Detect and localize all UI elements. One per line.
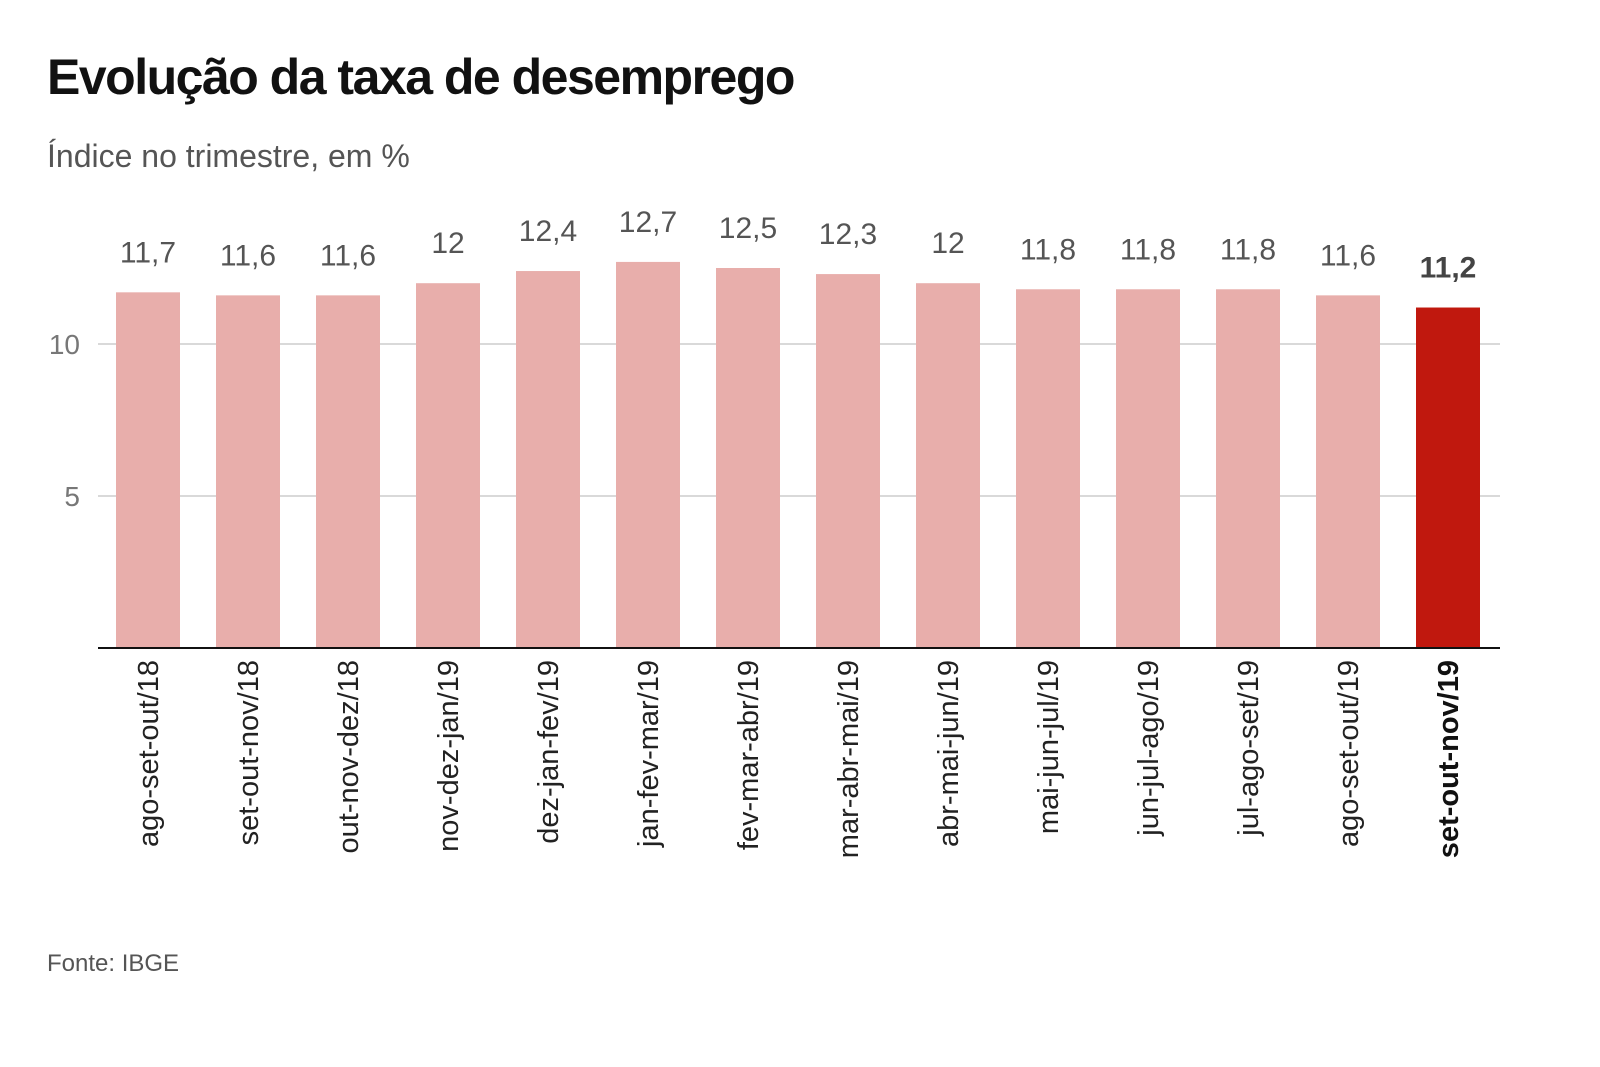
value-label: 11,6 bbox=[1320, 239, 1376, 272]
axes: 5 10 ago-set-out/18 set-out-nov/18 out-nov-d… bbox=[49, 329, 1500, 858]
bar-highlight bbox=[1416, 307, 1480, 648]
x-tick-label: jan-fev-mar/19 bbox=[633, 660, 665, 848]
y-tick-label: 5 bbox=[64, 481, 80, 512]
x-tick-label: jun-jul-ago/19 bbox=[1133, 660, 1165, 837]
value-label: 11,6 bbox=[320, 239, 376, 272]
value-label: 12,3 bbox=[819, 218, 877, 251]
chart-subtitle: Índice no trimestre, em % bbox=[47, 138, 410, 174]
x-tick-label: mai-jun-jul/19 bbox=[1033, 660, 1065, 834]
x-tick-label: nov-dez-jan/19 bbox=[433, 660, 465, 852]
bar bbox=[416, 283, 480, 648]
x-tick-label: ago-set-out/19 bbox=[1333, 660, 1365, 847]
value-label: 12,4 bbox=[519, 215, 577, 248]
value-label: 11,2 bbox=[1420, 252, 1477, 285]
x-tick-label: jul-ago-set/19 bbox=[1233, 660, 1265, 837]
x-tick-label: abr-mai-jun/19 bbox=[933, 660, 965, 847]
x-tick-label: set-out-nov/19 bbox=[1433, 660, 1465, 858]
x-tick-label: set-out-nov/18 bbox=[233, 660, 265, 845]
bar bbox=[816, 274, 880, 648]
value-label: 12,7 bbox=[619, 206, 677, 239]
value-label: 12 bbox=[431, 227, 464, 260]
bar bbox=[1116, 289, 1180, 648]
value-label: 11,7 bbox=[120, 236, 176, 269]
source-note: Fonte: IBGE bbox=[47, 950, 180, 977]
value-label: 12,5 bbox=[719, 212, 777, 245]
value-label: 12 bbox=[931, 227, 964, 260]
gridlines bbox=[98, 343, 1500, 497]
bar bbox=[216, 295, 280, 648]
chart-title: Evolução da taxa de desemprego bbox=[47, 49, 795, 105]
x-tick-label: mar-abr-mai/19 bbox=[833, 660, 865, 858]
y-tick-label: 10 bbox=[49, 329, 80, 360]
bar bbox=[1216, 289, 1280, 648]
value-label: 11,8 bbox=[1020, 233, 1076, 266]
bar bbox=[116, 292, 180, 648]
bar bbox=[716, 268, 780, 648]
value-label: 11,8 bbox=[1220, 233, 1276, 266]
bar bbox=[616, 261, 680, 648]
x-tick-label: out-nov-dez/18 bbox=[333, 660, 365, 853]
value-label: 11,6 bbox=[220, 239, 276, 272]
bar bbox=[516, 271, 580, 648]
x-tick-label: fev-mar-abr/19 bbox=[733, 660, 765, 850]
value-label: 11,8 bbox=[1120, 233, 1176, 266]
bars bbox=[116, 261, 1480, 648]
value-labels: 11,7 11,6 11,6 12 12,4 12,7 12,5 12,3 12 11,8 11,8… bbox=[120, 206, 1476, 285]
bar bbox=[1316, 295, 1380, 648]
x-tick-label: ago-set-out/18 bbox=[133, 660, 165, 847]
bar bbox=[916, 283, 980, 648]
bar bbox=[1016, 289, 1080, 648]
bar bbox=[316, 295, 380, 648]
x-tick-label: dez-jan-fev/19 bbox=[533, 660, 565, 844]
bar-chart: 11,7 11,6 11,6 12 12,4 12,7 12,5 12,3 12 11,8 11,8… bbox=[49, 206, 1500, 858]
